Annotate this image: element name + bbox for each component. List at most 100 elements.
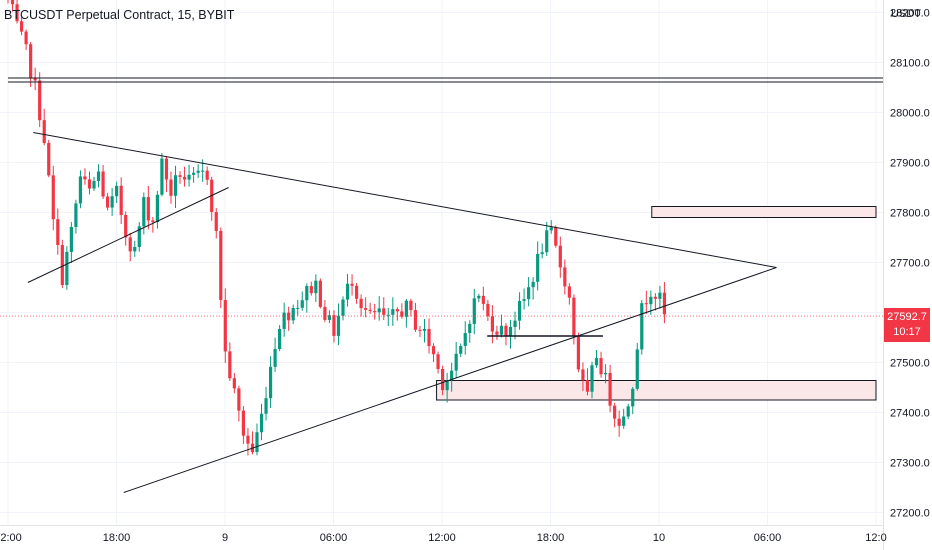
- candle: [115, 181, 119, 204]
- candle-body: [142, 197, 146, 227]
- candle-body: [391, 309, 395, 315]
- candle-body: [323, 306, 327, 320]
- candle-body: [96, 171, 101, 181]
- candle: [563, 259, 567, 295]
- candle: [110, 188, 114, 216]
- candle-body: [445, 380, 449, 391]
- candle-body: [19, 21, 24, 32]
- candle: [314, 274, 318, 303]
- candle-body: [585, 380, 590, 392]
- candle-body: [268, 366, 273, 399]
- candle-body: [576, 335, 581, 370]
- candle-body: [214, 212, 218, 231]
- candle: [300, 291, 304, 311]
- price-axis-unit: USDT: [891, 8, 921, 20]
- candle: [617, 410, 621, 437]
- candle: [237, 385, 241, 422]
- candle-body: [92, 180, 96, 189]
- candle-body: [282, 312, 286, 329]
- candle: [305, 283, 309, 313]
- candle: [527, 276, 531, 307]
- candle: [613, 402, 617, 428]
- candle: [658, 285, 662, 309]
- candle: [296, 299, 300, 316]
- candle-body: [237, 388, 241, 411]
- supply-zone-rect: [651, 206, 877, 218]
- candle-body: [631, 388, 635, 407]
- candle: [495, 325, 499, 340]
- candle: [65, 246, 69, 290]
- candle: [273, 337, 277, 372]
- candle: [427, 318, 431, 354]
- candle: [354, 283, 359, 304]
- candle: [644, 290, 648, 314]
- candle-body: [368, 309, 372, 312]
- candle: [386, 307, 390, 327]
- candle: [96, 164, 101, 188]
- candle-body: [187, 174, 191, 180]
- candle-body: [278, 328, 282, 349]
- candle-body: [196, 170, 200, 173]
- candle-body: [554, 227, 558, 246]
- candle-body: [314, 280, 318, 294]
- candle: [431, 343, 436, 363]
- candle: [413, 302, 418, 332]
- candle-body: [522, 299, 526, 301]
- lower-trendline: [123, 267, 777, 493]
- time-tick-label: 9: [222, 532, 228, 544]
- candle-body: [291, 308, 295, 321]
- candle-body: [400, 311, 404, 317]
- candle-body: [65, 251, 69, 286]
- time-axis[interactable]: 12:00 18:00 9 06:00 12:00 18:00 10 06:00 12:0: [0, 532, 887, 544]
- candle-body: [563, 267, 567, 287]
- candle-body: [567, 286, 571, 298]
- candle-body: [531, 281, 535, 288]
- candle-body: [613, 405, 617, 419]
- candle-body: [10, 0, 15, 5]
- candle-body: [69, 227, 73, 252]
- candle-body: [336, 315, 341, 336]
- candle-body: [545, 230, 549, 253]
- candle-body: [517, 300, 522, 321]
- candle: [101, 165, 105, 199]
- candle-body: [626, 406, 630, 417]
- candle-body: [440, 369, 445, 391]
- time-tick-label: 10: [653, 532, 665, 544]
- candle-body: [662, 292, 667, 315]
- candle-body: [658, 292, 662, 299]
- candle-body: [160, 158, 164, 195]
- candle: [585, 368, 590, 396]
- candle-body: [228, 351, 232, 379]
- price-axis[interactable]: 27200.027300.027400.027500.027600.027700…: [890, 8, 930, 520]
- candle: [24, 29, 28, 50]
- chart-grid: [0, 0, 883, 525]
- candle: [422, 318, 427, 343]
- candle-body: [436, 354, 440, 370]
- candle-body: [201, 170, 205, 172]
- candle: [182, 166, 187, 187]
- candle: [33, 67, 37, 91]
- candle: [504, 323, 508, 346]
- candle: [631, 386, 635, 415]
- candle-body: [409, 300, 413, 311]
- candle-body: [377, 308, 381, 313]
- candle: [74, 199, 78, 234]
- candle: [445, 372, 449, 403]
- time-tick-label: 18:00: [103, 532, 131, 544]
- candle-body: [635, 349, 639, 389]
- candle: [187, 164, 191, 187]
- candle-body: [373, 311, 377, 313]
- candle-body: [603, 372, 608, 375]
- candle: [155, 190, 159, 229]
- bar-countdown-label: 10:17: [893, 326, 921, 338]
- candle: [404, 299, 408, 328]
- candle: [323, 299, 327, 323]
- candle: [173, 165, 178, 209]
- candle: [662, 281, 667, 324]
- candle: [594, 350, 599, 368]
- candle-body: [169, 179, 173, 196]
- upper-trendline: [33, 132, 777, 268]
- candle: [336, 303, 341, 346]
- candle-body: [499, 325, 504, 335]
